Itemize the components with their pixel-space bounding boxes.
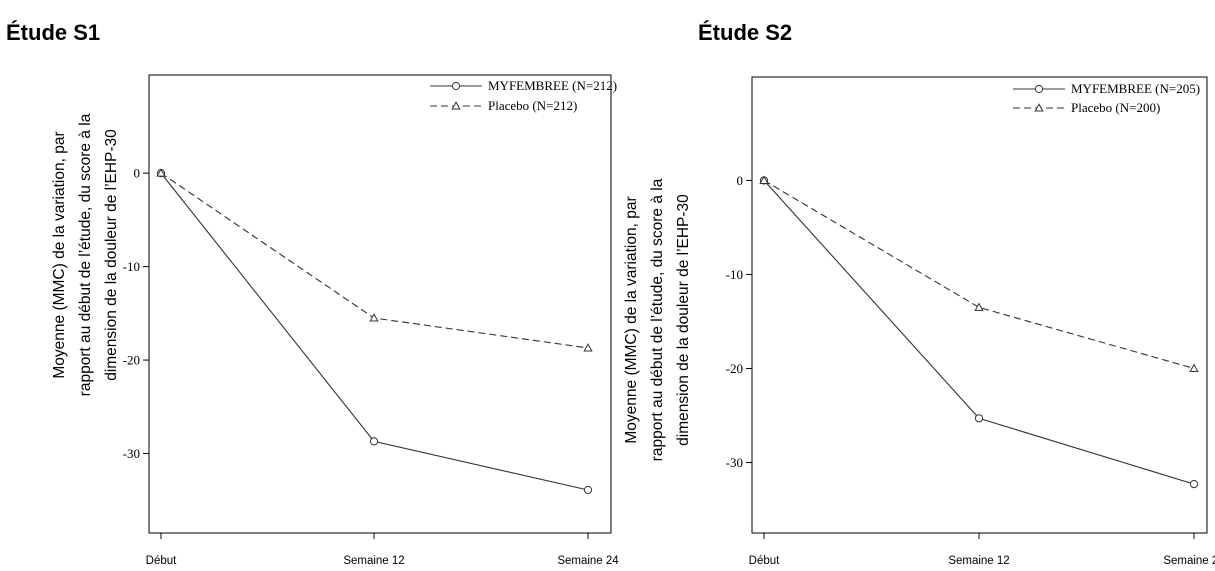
chart-2-data-point-circle — [1189, 480, 1199, 489]
chart-2-series-line-1 — [763, 180, 1195, 485]
chart-2-legend-marker-circle — [1034, 84, 1044, 94]
chart-2-y-tick-label: -30 — [726, 455, 743, 470]
chart-1-data-point-circle — [369, 437, 379, 446]
chart-2-data-point-triangle — [759, 175, 769, 184]
chart-1-data-point-triangle — [583, 343, 593, 352]
chart-1-plot-frame — [148, 74, 612, 534]
chart-1-y-axis-label-line-1: Moyenne (MMC) de la variation, par — [51, 131, 68, 378]
chart-1-data-point-triangle — [156, 168, 166, 177]
chart-2-y-tick-label: 0 — [737, 173, 744, 188]
chart-1-legend-entry-2: Placebo (N=212) — [488, 98, 577, 113]
chart-1-x-tick-label: Semaine 24 — [557, 555, 619, 567]
chart-2-data-point-triangle — [974, 302, 984, 311]
chart-2-y-axis-label-line-1: Moyenne (MMC) de la variation, par — [623, 196, 640, 443]
chart-1-legend-marker-circle — [451, 81, 461, 91]
chart-1-legend-entry-1: MYFEMBREE (N=212) — [488, 78, 617, 93]
chart-1-y-tick-label: -10 — [123, 259, 140, 274]
chart-2-x-tick-label: Semaine 24 — [1163, 555, 1215, 567]
chart-2-title: Étude S2 — [698, 20, 792, 45]
chart-1-y-axis-label-line-3: dimension de la douleur de l’EHP-30 — [103, 129, 120, 381]
chart-1-data-point-triangle — [369, 313, 379, 322]
chart-2-series-line-2 — [763, 179, 1195, 369]
chart-2-legend-entry-2: Placebo (N=200) — [1071, 100, 1160, 115]
chart-2-y-axis-label-line-3: dimension de la douleur de l’EHP-30 — [675, 194, 692, 446]
chart-1-y-tick-label: -20 — [123, 353, 140, 368]
chart-1-y-axis-label-line-2: rapport au début de l’étude, du score à … — [77, 113, 94, 396]
chart-1-data-point-circle — [583, 485, 593, 495]
chart-2-data-point-triangle — [1189, 363, 1199, 373]
chart-2-x-tick-label: Semaine 12 — [948, 555, 1009, 567]
chart-1-x-tick-label: Semaine 12 — [343, 555, 404, 567]
chart-1-legend-marker-triangle — [451, 101, 461, 110]
chart-1-y-tick-label: 0 — [134, 166, 141, 181]
chart-2-x-tick-label: Début — [749, 555, 780, 567]
chart-2-y-axis-label-line-2: rapport au début de l’étude, du score à … — [649, 178, 666, 461]
chart-2-data-point-circle — [974, 414, 984, 423]
chart-1-y-tick-label: -30 — [123, 446, 140, 461]
chart-1: Étude S1 Moyenne (MMC) de la variation, p… — [6, 20, 619, 567]
chart-1-title: Étude S1 — [6, 20, 100, 45]
chart-2-legend-marker-triangle — [1034, 103, 1044, 112]
chart-1-series-line-2 — [160, 172, 589, 349]
chart-2-legend-entry-1: MYFEMBREE (N=205) — [1071, 81, 1200, 96]
chart-1-x-tick-label: Début — [146, 555, 177, 567]
chart-2-y-tick-label: -20 — [726, 361, 743, 376]
chart-2-y-tick-label: -10 — [726, 267, 743, 282]
chart-2: Étude S2 Moyenne (MMC) de la variation, p… — [623, 20, 1215, 567]
